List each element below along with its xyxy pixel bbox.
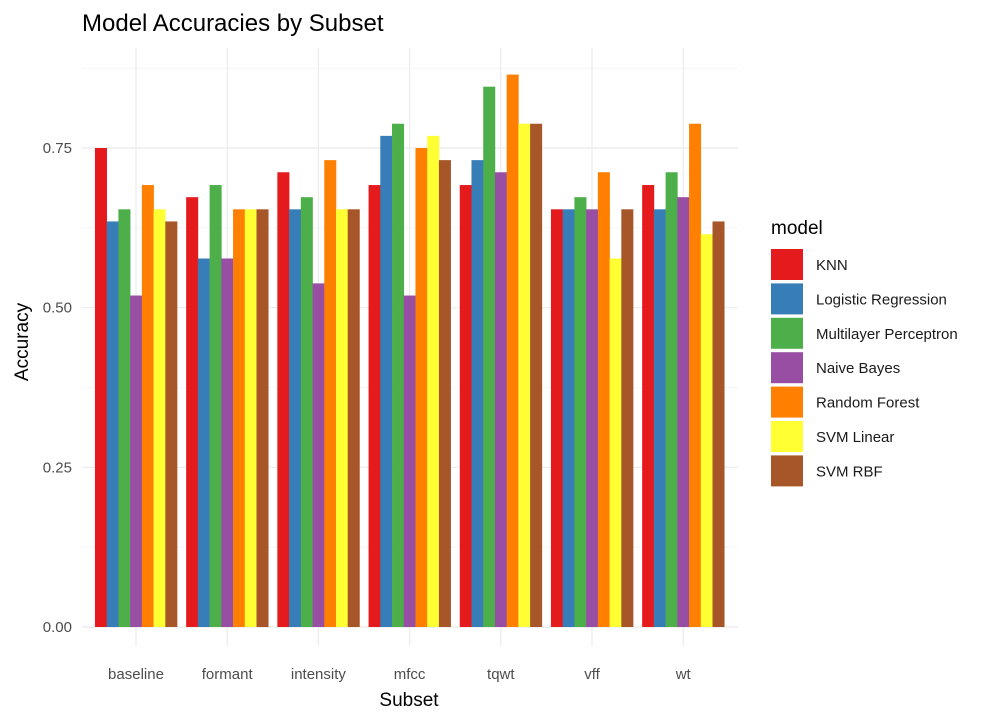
legend: model KNN Logistic Regression Multilayer P… bbox=[771, 218, 958, 487]
bar bbox=[165, 221, 178, 628]
x-tick-label: vff bbox=[584, 666, 600, 683]
bar bbox=[130, 295, 143, 627]
bar bbox=[518, 123, 531, 628]
x-tick-label: wt bbox=[675, 666, 692, 683]
bar bbox=[574, 197, 587, 627]
legend-label: SVM Linear bbox=[816, 429, 894, 446]
bar bbox=[689, 123, 702, 628]
bar bbox=[368, 185, 381, 627]
bar bbox=[586, 209, 599, 627]
bar bbox=[550, 209, 563, 627]
x-tick-label: tqwt bbox=[487, 666, 515, 683]
legend-label: SVM RBF bbox=[816, 463, 883, 480]
bars-layer bbox=[94, 74, 725, 628]
bar bbox=[380, 135, 393, 627]
bar bbox=[347, 209, 360, 627]
legend-key bbox=[771, 386, 803, 418]
bar bbox=[106, 221, 119, 628]
legend-key bbox=[771, 283, 803, 315]
legend-title: model bbox=[771, 218, 823, 239]
bar bbox=[712, 221, 725, 628]
y-tick-labels: 0.00 0.25 0.50 0.75 bbox=[43, 140, 72, 636]
bar bbox=[209, 185, 222, 627]
bar bbox=[186, 197, 199, 627]
bar bbox=[118, 209, 131, 627]
bar bbox=[483, 86, 496, 628]
bar bbox=[197, 258, 210, 627]
bar bbox=[312, 283, 325, 627]
bar bbox=[530, 123, 543, 628]
legend-label: Random Forest bbox=[816, 395, 920, 412]
x-axis-title: Subset bbox=[379, 690, 439, 711]
bar bbox=[621, 209, 634, 627]
bar bbox=[642, 185, 655, 627]
bar bbox=[335, 209, 349, 627]
x-tick-label: baseline bbox=[108, 666, 164, 683]
bar bbox=[244, 209, 257, 627]
legend-label: Logistic Regression bbox=[816, 291, 947, 308]
x-tick-labels: baseline formant intensity mfcc tqwt vff wt bbox=[108, 666, 691, 683]
bar bbox=[403, 295, 416, 627]
x-tick-label: mfcc bbox=[394, 666, 426, 683]
y-tick-label: 0.75 bbox=[43, 140, 72, 157]
y-tick-label: 0.00 bbox=[43, 619, 72, 636]
bar bbox=[506, 74, 519, 627]
bar bbox=[324, 160, 337, 627]
legend-key bbox=[771, 317, 803, 349]
y-tick-label: 0.25 bbox=[43, 459, 72, 476]
bar bbox=[459, 185, 472, 627]
bar bbox=[233, 209, 246, 627]
legend-label: KNN bbox=[816, 257, 848, 274]
bar bbox=[256, 209, 269, 627]
bar bbox=[471, 160, 484, 627]
bar bbox=[153, 209, 166, 627]
bar bbox=[289, 209, 302, 627]
bar bbox=[94, 148, 107, 627]
bar bbox=[665, 172, 678, 627]
y-tick-label: 0.50 bbox=[43, 300, 72, 317]
bar bbox=[700, 234, 713, 627]
bar bbox=[562, 209, 575, 627]
legend-label: Multilayer Perceptron bbox=[816, 326, 958, 343]
x-tick-label: formant bbox=[202, 666, 254, 683]
x-tick-label: intensity bbox=[291, 666, 347, 683]
bar bbox=[597, 172, 610, 627]
bar bbox=[300, 197, 313, 627]
legend-key bbox=[771, 352, 803, 384]
bar bbox=[392, 123, 405, 628]
bar bbox=[609, 258, 622, 627]
y-axis-title: Accuracy bbox=[12, 302, 33, 381]
bar bbox=[415, 148, 428, 627]
legend-key bbox=[771, 421, 803, 452]
bar bbox=[221, 258, 234, 627]
bar bbox=[427, 135, 440, 627]
bar bbox=[677, 197, 690, 627]
chart-title: Model Accuracies by Subset bbox=[82, 10, 384, 37]
bar bbox=[494, 172, 507, 627]
legend-label: Naive Bayes bbox=[816, 360, 900, 377]
bar bbox=[653, 209, 666, 627]
bar bbox=[277, 172, 290, 627]
bar bbox=[141, 185, 154, 627]
legend-key bbox=[771, 249, 803, 280]
bar bbox=[438, 160, 451, 627]
legend-key bbox=[771, 455, 803, 487]
